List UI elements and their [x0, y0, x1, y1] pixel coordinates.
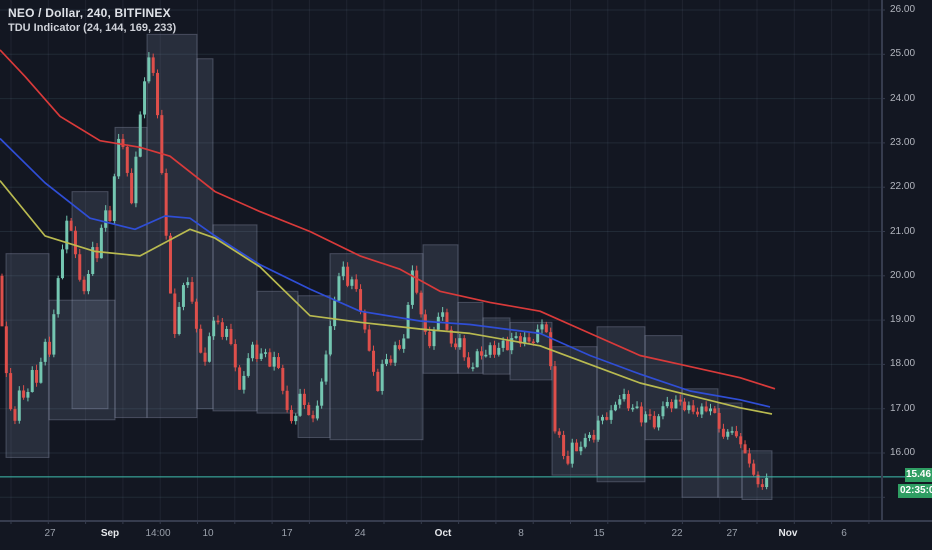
- price-axis-label: 24.00: [890, 92, 916, 104]
- price-axis-label: 23.00: [890, 136, 916, 148]
- time-axis-label: 6: [841, 528, 847, 539]
- tdu-box: [71, 191, 109, 410]
- grid-layer: [0, 0, 885, 524]
- time-axis-label: Nov: [778, 528, 798, 539]
- tdu-indicator-boxes: [5, 33, 773, 501]
- ma-233-line[interactable]: [0, 49, 776, 390]
- tdu-box: [256, 290, 299, 414]
- last-price-badge: 15.46: [905, 468, 932, 482]
- price-axis-label: 26.00: [890, 4, 916, 15]
- tdu-box: [457, 301, 484, 374]
- time-axis-label: 27: [44, 528, 56, 539]
- price-axis-label: 18.00: [890, 358, 916, 370]
- price-axis-label: 16.00: [890, 447, 916, 458]
- ma-144-line[interactable]: [0, 180, 773, 415]
- price-axis-label: 25.00: [890, 48, 916, 60]
- candles-layer: [0, 52, 769, 490]
- time-axis-label: 8: [518, 528, 524, 539]
- bar-countdown-badge: 02:35:0: [898, 484, 932, 498]
- tdu-box: [329, 253, 424, 441]
- tdu-box: [681, 388, 719, 498]
- price-axis-label: 17.00: [890, 402, 916, 414]
- tdu-box: [551, 346, 598, 476]
- time-axis-label: 22: [671, 528, 683, 539]
- price-axis[interactable]: 26.00 25.00 24.00 23.00 22.00 21.00 20.00 19.00…: [882, 0, 932, 520]
- time-axis-label: 15: [593, 528, 605, 539]
- price-axis-label: 20.00: [890, 269, 916, 281]
- tdu-box: [146, 33, 198, 419]
- tdu-box: [644, 335, 683, 441]
- time-axis-label: 27: [726, 528, 738, 539]
- plot-area[interactable]: [0, 0, 881, 520]
- tdu-box: [717, 402, 743, 498]
- tdu-box: [212, 224, 258, 412]
- time-axis-label: 14:00: [145, 528, 171, 539]
- time-axis-label: Oct: [434, 528, 452, 539]
- time-axis[interactable]: 27 Sep 14:00 10 17 24 Oct 8 15 22 27 Nov 6: [0, 521, 932, 550]
- price-axis-label: 22.00: [890, 181, 916, 193]
- tdu-box: [422, 244, 459, 374]
- time-axis-label: 10: [202, 528, 214, 539]
- ma-169-line[interactable]: [0, 137, 771, 408]
- time-axis-label: 24: [354, 528, 366, 539]
- time-axis-label: Sep: [100, 528, 120, 539]
- tdu-box: [5, 253, 50, 458]
- tdu-box: [48, 299, 116, 421]
- price-axis-label: 21.00: [890, 225, 916, 237]
- price-axis-label: 19.00: [890, 314, 916, 326]
- time-axis-label: 17: [281, 528, 293, 539]
